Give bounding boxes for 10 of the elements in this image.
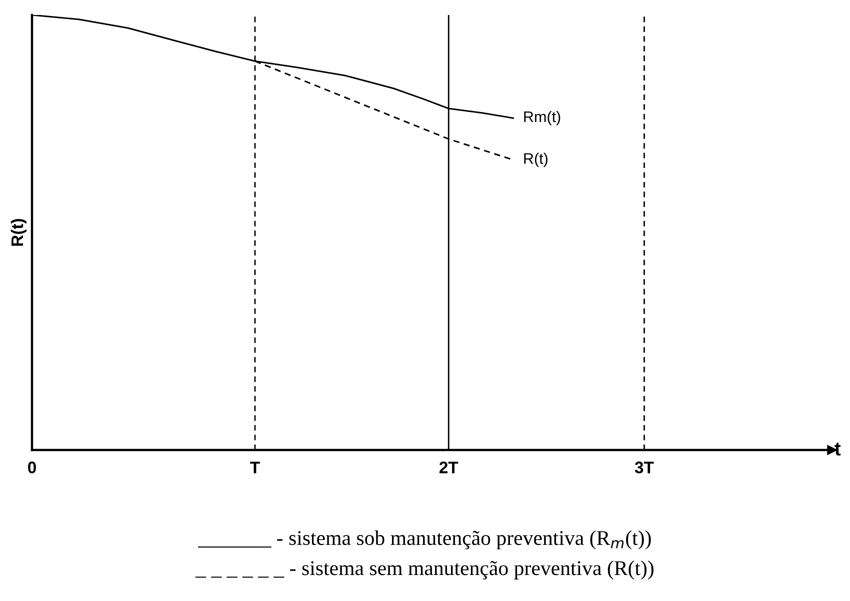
x-tick-label: 0: [28, 462, 36, 474]
text: _ _ _ _ _ _ - sistema sem manutenção preventiva (R(t)): [195, 560, 654, 580]
x-axis-title: t: [834, 442, 841, 456]
series-label: R(t): [524, 152, 548, 167]
x-tick-label: 2T: [439, 462, 458, 474]
text: _______ - sistema sob manutenção preventiva (R$_{m}$(t)): [198, 530, 651, 550]
x-tick-label: 3T: [634, 462, 654, 474]
series-label: Rm(t): [524, 110, 560, 126]
y-axis-title: R(t): [10, 218, 26, 246]
x-tick-label: T: [250, 462, 260, 474]
